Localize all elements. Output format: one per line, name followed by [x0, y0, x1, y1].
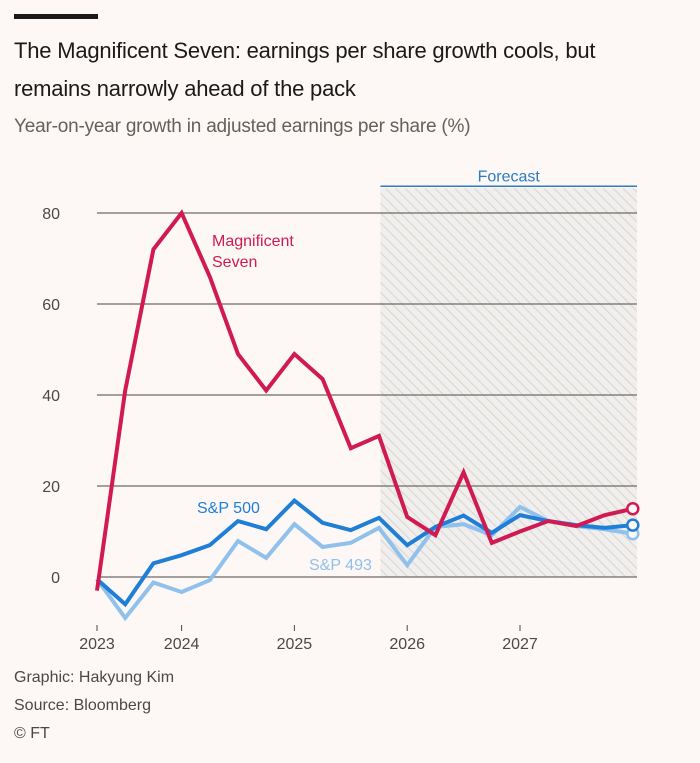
y-tick-label-20: 20 — [42, 479, 60, 496]
x-tick-label-2023: 2023 — [79, 636, 115, 650]
chart-subtitle: Year-on-year growth in adjusted earnings… — [14, 116, 471, 137]
forecast-label: Forecast — [478, 168, 541, 185]
x-tick-label-2025: 2025 — [277, 636, 313, 650]
brand-rule — [14, 14, 98, 19]
chart-title: The Magnificent Seven: earnings per shar… — [14, 38, 596, 101]
series-line-s-p-500 — [95, 497, 633, 608]
series-label-magnificent-seven: Magnificent Seven — [212, 233, 294, 271]
y-tick-label-40: 40 — [42, 388, 60, 405]
copyright: © FT — [14, 725, 50, 742]
x-tick-label-2026: 2026 — [389, 636, 425, 650]
y-tick-label-80: 80 — [42, 206, 60, 223]
end-marker-magnificent-seven — [626, 502, 640, 516]
series-line-magnificent-seven — [95, 209, 634, 591]
series-label-s-p-500: S&P 500 — [197, 500, 260, 517]
graphic-credit: Graphic: Hakyung Kim — [14, 669, 175, 686]
series-label-s-p-493: S&P 493 — [309, 557, 372, 574]
forecast-shading — [380, 188, 637, 577]
source-note: Source: Bloomberg — [14, 697, 151, 714]
x-tick-label-2024: 2024 — [164, 636, 200, 650]
end-marker-s-p-500 — [626, 518, 640, 532]
y-tick-label-0: 0 — [51, 570, 60, 587]
y-tick-label-60: 60 — [42, 297, 60, 314]
x-tick-label-2027: 2027 — [502, 636, 538, 650]
